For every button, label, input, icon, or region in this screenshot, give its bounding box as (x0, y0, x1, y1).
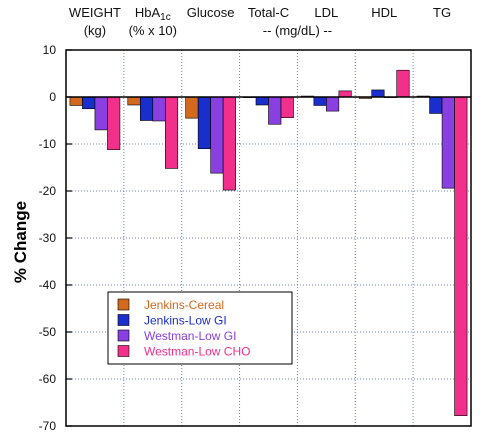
bar (94, 96, 108, 131)
y-tick-label: 0 (49, 90, 56, 104)
bar (164, 96, 179, 169)
y-axis-label: % Change (11, 201, 30, 283)
bar (197, 96, 211, 150)
column-header: WEIGHT (69, 5, 121, 20)
y-tick-label: -10 (39, 137, 57, 151)
column-header-unit: (% x 10) (129, 23, 177, 38)
y-tick-label: -40 (39, 278, 57, 292)
bar (82, 96, 96, 110)
y-axis: 10 0 -10 -20 -30 -40 -50 -60 -70 % Change (11, 43, 72, 433)
legend-swatch (117, 345, 130, 357)
bar (338, 90, 352, 98)
y-tick-label: -50 (39, 325, 57, 339)
bar (429, 96, 443, 114)
bar (210, 96, 224, 174)
bar (268, 96, 282, 125)
y-tick-label: 10 (43, 43, 57, 57)
y-tick-label: -70 (39, 419, 57, 433)
bar (69, 96, 83, 106)
group-unit-note: -- (mg/dL) -- (263, 23, 332, 38)
bar (371, 89, 385, 98)
bar (185, 96, 199, 119)
bar (280, 96, 294, 118)
bar (222, 96, 236, 191)
legend-label: Jenkins-Cereal (144, 298, 224, 312)
bar (152, 96, 166, 122)
bar (454, 96, 468, 416)
legend-swatch (117, 298, 130, 311)
legend-box (107, 291, 293, 365)
bar (313, 96, 327, 106)
bar (441, 96, 455, 189)
plot-area (65, 49, 472, 427)
legend-swatch (117, 329, 130, 342)
legend-label: Jenkins-Low GI (144, 314, 227, 328)
legend-label: Westman-Low GI (144, 329, 236, 343)
bar (255, 96, 269, 106)
column-header: LDL (314, 5, 338, 20)
column-header: HbA1c (135, 5, 171, 23)
column-header-unit: (kg) (84, 23, 106, 38)
y-tick-label: -20 (39, 184, 57, 198)
column-header: HDL (371, 5, 397, 20)
column-header: Glucose (187, 5, 235, 20)
bar (139, 96, 154, 121)
y-tick-label: -60 (39, 372, 57, 386)
y-tick-label: -30 (39, 231, 57, 245)
bar (326, 96, 340, 112)
column-header: Total-C (248, 5, 289, 20)
column-header-subscript: 1c (160, 12, 171, 23)
bar (127, 96, 141, 106)
bar (396, 69, 410, 98)
legend-swatch (117, 314, 130, 326)
column-header: TG (433, 5, 451, 20)
bar (107, 96, 121, 150)
legend-label: Westman-Low CHO (144, 345, 250, 359)
column-headers: WEIGHT (kg) HbA1c(% x 10) Glucose Total-C LDL… (69, 5, 451, 38)
